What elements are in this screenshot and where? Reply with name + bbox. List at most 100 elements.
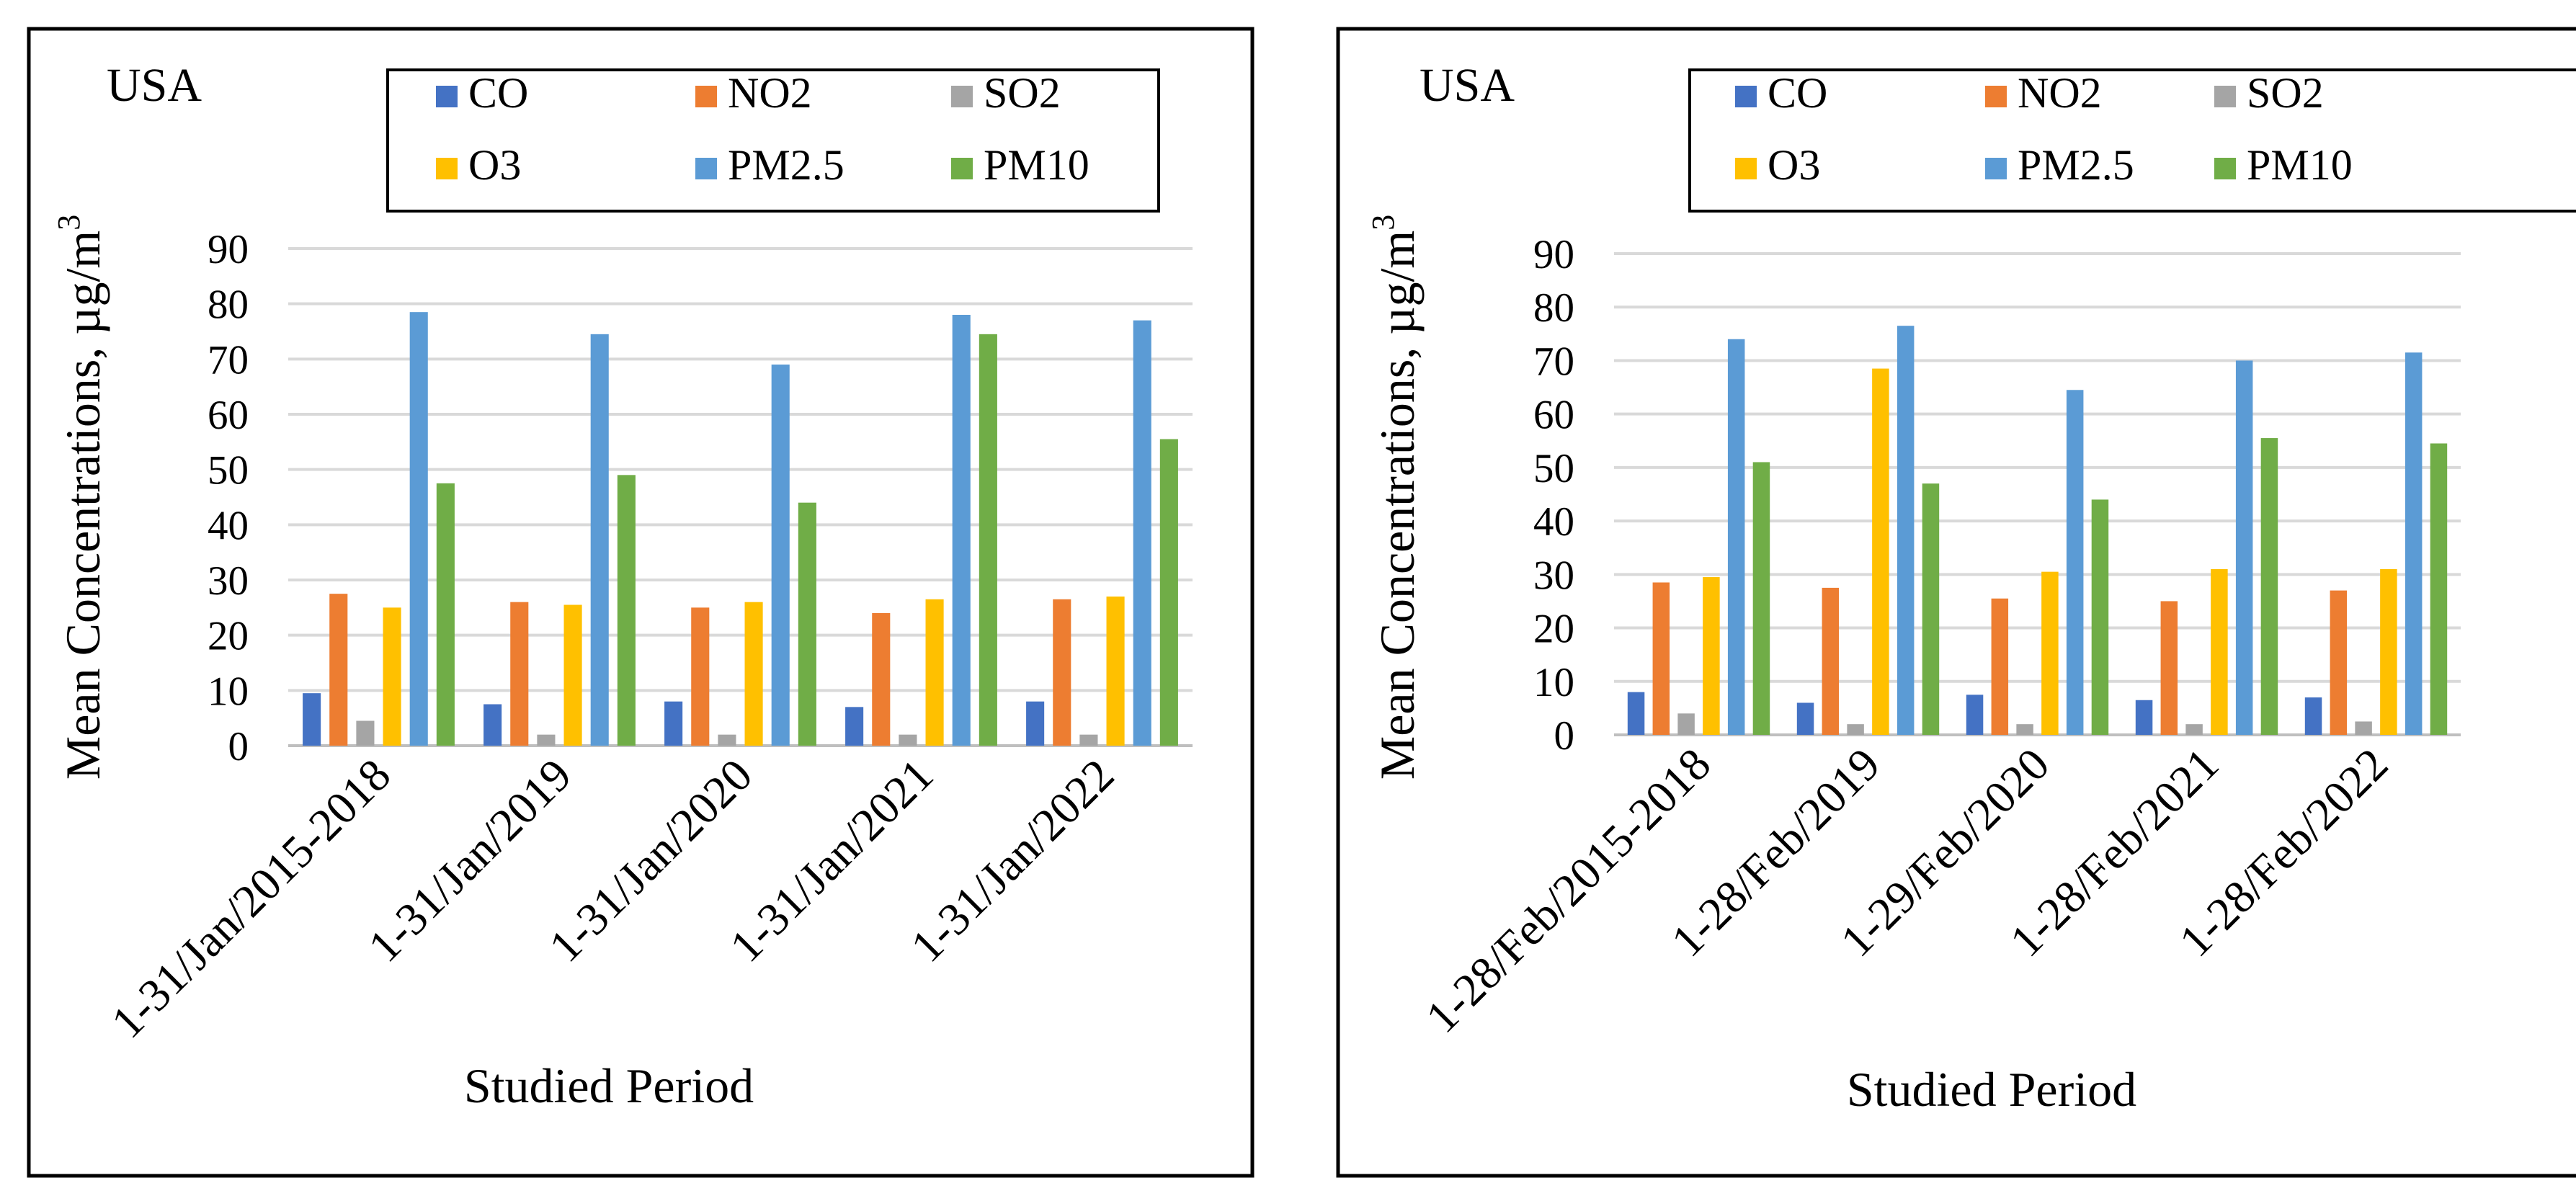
y-tick-label: 80 — [208, 282, 249, 328]
bar-co-3 — [1966, 695, 1984, 735]
bar-no2-1 — [1652, 582, 1670, 735]
bar-no2-5 — [1053, 599, 1071, 746]
bar-no2-4 — [2160, 601, 2178, 735]
bar-pm25-5 — [2405, 352, 2423, 735]
bar-pm25-3 — [771, 365, 790, 746]
legend-swatch-pm25 — [695, 158, 717, 179]
bar-co-5 — [2304, 697, 2322, 735]
bar-o3-1 — [1703, 577, 1720, 735]
y-axis-label: Mean Concentrations, µg/m3 — [1365, 215, 1425, 780]
x-axis-label: Studied Period — [464, 1058, 754, 1113]
bar-so2-4 — [899, 734, 917, 746]
bar-pm25-5 — [1133, 320, 1151, 746]
y-tick-label: 50 — [1533, 446, 1574, 491]
y-tick-label: 10 — [1533, 660, 1574, 705]
bar-so2-3 — [718, 734, 736, 746]
bar-pm10-2 — [1922, 483, 1940, 735]
bar-pm10-1 — [436, 483, 455, 746]
legend-label-pm10: PM10 — [2247, 141, 2353, 189]
legend-label-o3: O3 — [1768, 141, 1820, 189]
y-tick-label: 30 — [208, 558, 249, 604]
bar-pm25-4 — [2235, 360, 2253, 735]
legend-label-co: CO — [1768, 69, 1827, 117]
bar-co-1 — [303, 693, 321, 746]
bar-no2-1 — [329, 594, 348, 746]
x-axis-label: Studied Period — [1847, 1062, 2136, 1117]
legend-box — [1688, 68, 2576, 213]
legend-swatch-pm10 — [2214, 158, 2236, 179]
legend-label-pm10: PM10 — [984, 141, 1089, 189]
chart-frame — [1336, 27, 2576, 1178]
bar-no2-3 — [691, 607, 710, 746]
bar-co-1 — [1627, 692, 1645, 735]
y-tick-label: 10 — [208, 669, 249, 714]
bar-pm25-3 — [2066, 390, 2084, 735]
bar-o3-3 — [2041, 571, 2059, 735]
chart-frame — [27, 27, 1254, 1178]
bar-no2-3 — [1991, 598, 2009, 735]
legend-label-pm25: PM2.5 — [728, 141, 844, 189]
legend-label-no2: NO2 — [2018, 69, 2102, 117]
legend: CO NO2 SO2 O3 PM2.5 PM10 — [1688, 68, 2576, 213]
bar-pm10-5 — [2430, 443, 2448, 735]
y-tick-label: 30 — [1533, 553, 1574, 598]
bar-co-5 — [1026, 701, 1045, 746]
y-axis-label: Mean Concentrations, µg/m3 — [51, 215, 110, 780]
legend-label-so2: SO2 — [984, 69, 1061, 117]
bar-co-2 — [1796, 702, 1814, 735]
bar-pm25-4 — [952, 315, 971, 746]
bar-so2-3 — [2016, 724, 2033, 735]
bar-pm10-5 — [1159, 439, 1178, 746]
legend-swatch-so2 — [951, 86, 973, 107]
y-tick-label: 70 — [1533, 339, 1574, 384]
y-tick-label: 0 — [1554, 713, 1575, 759]
legend-swatch-o3 — [436, 158, 458, 179]
y-tick-label: 60 — [1533, 393, 1574, 438]
chart-title: USA — [1420, 59, 1515, 112]
y-tick-label: 20 — [1533, 607, 1574, 652]
y-tick-label: 80 — [1533, 285, 1574, 331]
bar-o3-2 — [1872, 368, 1889, 735]
bar-no2-2 — [1822, 587, 1840, 735]
legend-swatch-co — [1735, 86, 1757, 107]
legend-swatch-no2 — [1985, 86, 2007, 107]
bar-pm10-3 — [798, 502, 816, 746]
bar-so2-4 — [2185, 724, 2203, 735]
y-tick-label: 70 — [208, 337, 249, 383]
bar-o3-5 — [1106, 597, 1125, 746]
bar-o3-4 — [925, 599, 944, 746]
bar-so2-1 — [1677, 713, 1695, 735]
y-tick-label: 0 — [228, 724, 249, 769]
bar-so2-5 — [2355, 721, 2372, 735]
bar-o3-3 — [744, 602, 763, 746]
chart-title: USA — [107, 59, 202, 112]
bar-pm10-1 — [1752, 462, 1770, 735]
bar-pm25-2 — [1897, 326, 1915, 735]
legend-label-co: CO — [468, 69, 528, 117]
bar-pm10-2 — [617, 475, 636, 746]
y-tick-label: 20 — [208, 614, 249, 659]
bar-so2-2 — [537, 734, 556, 746]
bar-co-4 — [2135, 700, 2153, 735]
bar-o3-2 — [563, 604, 582, 746]
bar-no2-5 — [2330, 590, 2348, 735]
legend-swatch-so2 — [2214, 86, 2236, 107]
legend-swatch-pm10 — [951, 158, 973, 179]
y-tick-label: 90 — [208, 227, 249, 272]
bar-co-3 — [664, 701, 683, 746]
bar-pm25-1 — [1727, 339, 1745, 735]
legend-swatch-o3 — [1735, 158, 1757, 179]
y-tick-label: 40 — [1533, 499, 1574, 545]
bar-no2-2 — [510, 602, 529, 746]
bar-so2-5 — [1079, 734, 1098, 746]
legend-label-no2: NO2 — [728, 69, 812, 117]
legend-swatch-co — [436, 86, 458, 107]
bar-co-2 — [483, 704, 502, 746]
bar-pm10-4 — [2260, 438, 2278, 735]
y-tick-label: 90 — [1533, 232, 1574, 277]
y-tick-label: 50 — [208, 448, 249, 494]
y-tick-label: 60 — [208, 393, 249, 438]
bar-no2-4 — [872, 613, 891, 746]
bar-so2-2 — [1847, 724, 1864, 735]
